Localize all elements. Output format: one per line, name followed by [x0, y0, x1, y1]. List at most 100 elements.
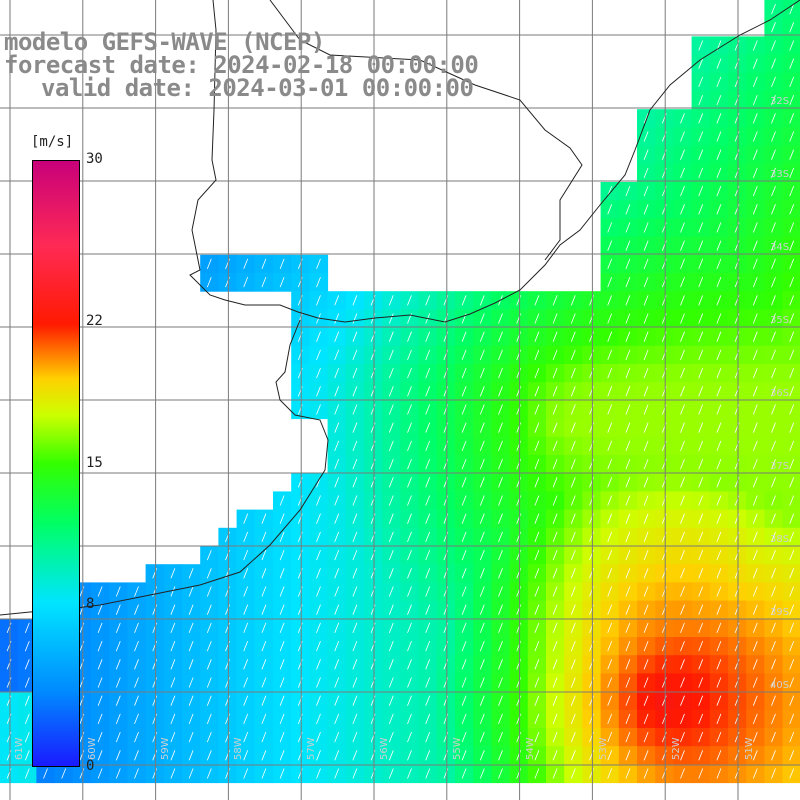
wind-arrow — [279, 568, 285, 579]
wind-arrow — [752, 768, 758, 779]
wind-arrow — [24, 731, 30, 743]
wind-arrow — [625, 367, 631, 379]
wind-arrow — [680, 222, 685, 233]
wind-arrow — [407, 659, 412, 670]
wind-arrow — [607, 386, 613, 397]
wind-arrow — [407, 768, 412, 779]
wind-arrow — [789, 313, 795, 324]
wind-arrow — [461, 295, 467, 306]
wind-arrow — [261, 713, 267, 725]
wind-arrow — [570, 458, 576, 470]
wind-arrow — [498, 477, 503, 488]
wind-arrow — [698, 477, 704, 488]
wind-arrow — [771, 313, 776, 324]
wind-arrow — [115, 750, 121, 761]
longitude-label: 58W — [233, 737, 244, 760]
wind-arrow — [170, 659, 176, 670]
wind-arrow — [698, 58, 704, 69]
wind-arrow — [698, 113, 704, 124]
wind-arrow — [425, 295, 431, 306]
wind-arrow — [407, 495, 412, 506]
wind-arrow — [716, 731, 722, 743]
wind-arrow — [716, 477, 722, 488]
wind-arrow — [752, 386, 758, 397]
wind-arrow — [479, 404, 485, 415]
wind-arrow — [352, 495, 358, 506]
wind-arrow — [334, 422, 340, 433]
wind-arrow — [698, 458, 704, 470]
wind-arrow — [570, 549, 576, 561]
wind-arrow — [680, 531, 685, 543]
wind-arrow — [771, 258, 776, 270]
latitude-label: 37S — [770, 461, 790, 472]
wind-arrow — [698, 750, 704, 761]
wind-arrow — [243, 513, 249, 524]
wind-arrow — [716, 440, 722, 452]
wind-arrow — [771, 458, 776, 470]
wind-arrow — [789, 622, 795, 634]
wind-arrow — [243, 695, 249, 706]
wind-arrow — [698, 76, 704, 88]
wind-arrow — [388, 440, 394, 452]
wind-arrow — [698, 331, 704, 342]
wind-arrow — [643, 713, 649, 725]
wind-arrow — [352, 367, 358, 379]
wind-arrow — [134, 768, 139, 779]
wind-arrow — [789, 3, 795, 15]
wind-arrow — [115, 604, 121, 615]
wind-arrow — [534, 713, 540, 725]
wind-arrow — [716, 222, 722, 233]
wind-arrow — [607, 750, 613, 761]
wind-arrow — [388, 495, 394, 506]
wind-arrow — [279, 622, 285, 634]
wind-arrow — [680, 549, 685, 561]
wind-arrow — [498, 768, 503, 779]
wind-arrow — [134, 695, 139, 706]
wind-arrow — [243, 604, 249, 615]
wind-arrow — [643, 731, 649, 743]
wind-arrow — [789, 604, 795, 615]
wind-arrow — [97, 586, 103, 597]
wind-arrow — [334, 659, 340, 670]
wind-arrow — [407, 750, 412, 761]
wind-arrow — [279, 768, 285, 779]
wind-arrow — [334, 477, 340, 488]
wind-arrow — [752, 258, 758, 270]
wind-arrow — [607, 458, 613, 470]
wind-arrow — [771, 22, 776, 33]
wind-arrow — [115, 695, 121, 706]
wind-arrow — [316, 258, 321, 270]
wind-arrow — [279, 731, 285, 743]
wind-arrow — [534, 477, 540, 488]
wind-arrow — [479, 313, 485, 324]
wind-arrow — [243, 659, 249, 670]
wind-arrow — [771, 276, 776, 288]
wind-arrow — [279, 531, 285, 543]
wind-arrow — [789, 22, 795, 33]
wind-arrow — [407, 386, 412, 397]
wind-arrow — [534, 640, 540, 652]
wind-arrow — [261, 695, 267, 706]
wind-arrow — [552, 659, 558, 670]
wind-arrow — [716, 58, 722, 69]
wind-arrow — [479, 386, 485, 397]
wind-arrow — [552, 422, 558, 433]
wind-arrow — [552, 386, 558, 397]
wind-arrow — [789, 458, 795, 470]
wind-arrow — [461, 404, 467, 415]
wind-arrow — [425, 622, 431, 634]
wind-arrow — [625, 677, 631, 688]
wind-arrow — [752, 113, 758, 124]
wind-arrow — [479, 422, 485, 433]
wind-arrow — [334, 367, 340, 379]
wind-arrow — [698, 695, 704, 706]
wind-arrow — [461, 768, 467, 779]
wind-arrow — [425, 458, 431, 470]
wind-arrow — [97, 640, 103, 652]
wind-arrow — [625, 622, 631, 634]
wind-arrow — [643, 131, 649, 142]
wind-arrow — [552, 513, 558, 524]
wind-arrow — [698, 313, 704, 324]
